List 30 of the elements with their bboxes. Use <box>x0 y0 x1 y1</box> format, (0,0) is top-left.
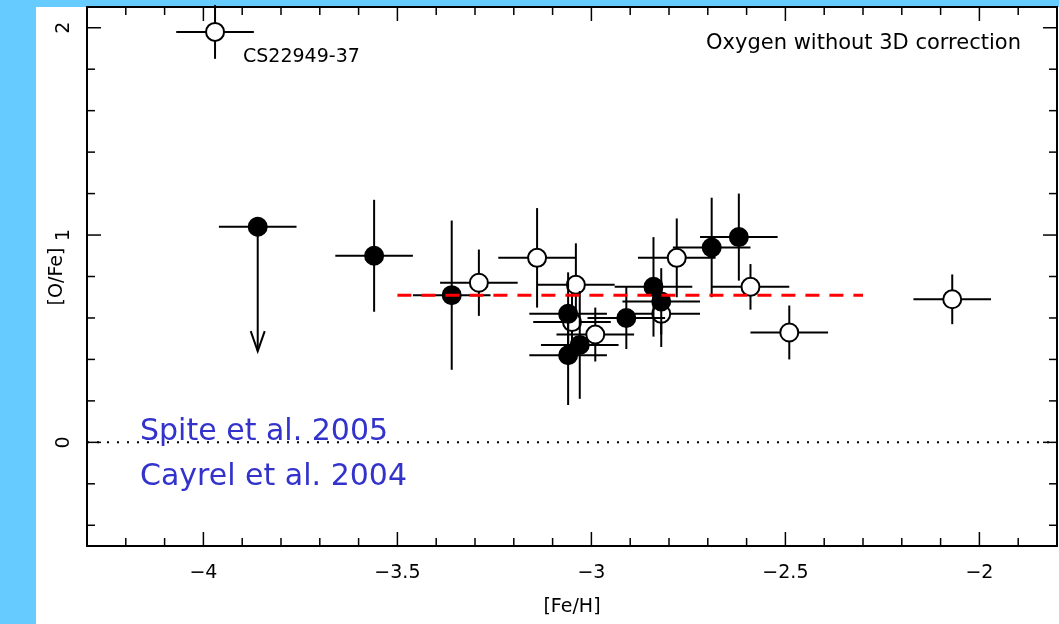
point <box>728 227 749 248</box>
x-tick-label: −3 <box>577 560 606 582</box>
point <box>701 237 722 258</box>
annotation: Oxygen without 3D correction <box>706 30 1021 54</box>
y-axis-title: [O/Fe] <box>44 247 66 306</box>
annotation: CS22949-37 <box>243 43 360 66</box>
point <box>585 324 606 345</box>
annotation: Spite et al. 2005 <box>140 412 389 447</box>
point <box>651 291 672 312</box>
point <box>666 247 687 268</box>
y-tick-label: 0 <box>51 436 73 449</box>
point <box>616 307 637 328</box>
point <box>247 216 268 237</box>
y-tick-label: 1 <box>51 228 73 242</box>
point <box>468 272 489 293</box>
point <box>558 303 579 324</box>
x-tick-label: −3.5 <box>374 560 421 582</box>
point <box>740 276 761 297</box>
point <box>942 289 963 310</box>
x-tick-label: −2 <box>965 560 994 582</box>
x-tick-label: −4 <box>189 560 218 582</box>
point <box>779 322 800 343</box>
point <box>364 245 385 266</box>
point <box>205 21 226 42</box>
y-tick-label: 2 <box>51 21 73 34</box>
point <box>527 247 548 268</box>
annotation: Cayrel et al. 2004 <box>140 457 407 492</box>
x-axis-title: [Fe/H] <box>543 594 601 616</box>
point <box>569 334 590 355</box>
x-tick-label: −2.5 <box>762 560 809 582</box>
